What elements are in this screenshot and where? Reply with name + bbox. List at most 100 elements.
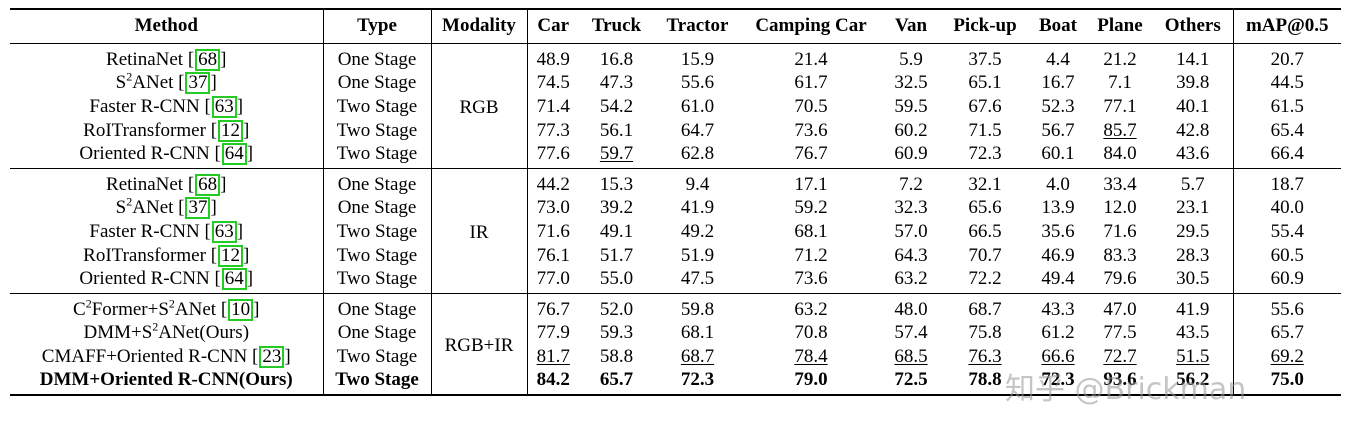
value-cell: 84.2 — [527, 369, 579, 395]
citation-link[interactable]: 68 — [195, 173, 221, 196]
method-cell: RoITransformer [12] — [10, 118, 324, 143]
value-cell: 70.8 — [741, 321, 881, 345]
value-text: 39.2 — [599, 196, 634, 218]
value-text: 49.4 — [1041, 267, 1075, 289]
value-cell: 46.9 — [1029, 244, 1087, 268]
value-text: 16.8 — [599, 48, 634, 70]
value-cell: 55.6 — [1233, 293, 1341, 321]
value-text: 76.7 — [536, 298, 570, 320]
method-name: RetinaNet — [106, 173, 184, 195]
value-text: 76.3 — [968, 345, 1002, 367]
method-cell: DMM+S2ANet(Ours) — [10, 320, 324, 345]
value-text: 61.0 — [680, 95, 715, 117]
value-text: 71.6 — [536, 220, 570, 242]
value-cell: 59.2 — [741, 196, 881, 220]
value-cell: 15.3 — [579, 168, 654, 196]
method-cell: Oriented R-CNN [64] — [10, 267, 324, 293]
value-text: 61.2 — [1041, 321, 1075, 343]
value-cell: 85.7 — [1087, 119, 1153, 143]
header-map-0-5: mAP@0.5 — [1233, 8, 1341, 44]
value-cell: 48.0 — [881, 293, 941, 321]
citation-link[interactable]: 23 — [259, 345, 285, 368]
value-text: 77.1 — [1103, 95, 1137, 117]
type-cell: One Stage — [323, 293, 432, 321]
table-row: DMM+S2ANet(Ours) One Stage 77.9 59.3 68.1 70.… — [10, 320, 1341, 345]
value-cell: 16.8 — [579, 43, 654, 71]
value-cell: 39.2 — [579, 196, 654, 220]
value-cell: 48.9 — [527, 43, 579, 71]
value-text: 20.7 — [1270, 48, 1304, 70]
value-cell: 21.2 — [1087, 43, 1153, 71]
value-cell: 4.0 — [1029, 168, 1087, 196]
method-name-suffix: Former+S — [91, 298, 169, 320]
value-text: 47.5 — [680, 267, 715, 289]
value-text: 35.6 — [1041, 220, 1075, 242]
value-text: 72.5 — [894, 368, 928, 390]
value-text: 75.0 — [1270, 368, 1304, 390]
citation-link[interactable]: 64 — [221, 267, 247, 290]
value-text: 55.4 — [1270, 220, 1304, 242]
header-pick-up: Pick-up — [941, 8, 1029, 44]
citation-link[interactable]: 37 — [185, 196, 211, 219]
value-cell: 23.1 — [1153, 195, 1234, 220]
header-camping-car: Camping Car — [741, 8, 881, 44]
type-cell: Two Stage — [323, 368, 432, 395]
value-cell: 52.0 — [579, 293, 654, 321]
value-cell: 49.1 — [579, 220, 654, 244]
value-text: 51.7 — [599, 244, 634, 266]
modality-cell: IR — [431, 168, 528, 293]
header-tractor: Tractor — [654, 8, 741, 44]
citation-link[interactable]: 12 — [218, 119, 244, 142]
value-cell: 7.2 — [881, 168, 941, 196]
value-text: 59.7 — [599, 142, 634, 164]
value-text: 69.2 — [1270, 345, 1304, 367]
value-text: 63.2 — [894, 267, 928, 289]
value-cell: 51.7 — [579, 244, 654, 268]
value-cell: 61.7 — [741, 71, 881, 95]
value-text: 42.8 — [1176, 119, 1210, 141]
value-cell: 44.2 — [527, 168, 579, 196]
citation-link[interactable]: 63 — [211, 95, 237, 118]
header-method: Method — [10, 8, 324, 44]
value-cell: 49.2 — [654, 220, 741, 244]
method-name: C — [73, 298, 86, 320]
value-cell: 21.4 — [741, 43, 881, 71]
value-cell: 65.7 — [1233, 321, 1341, 345]
citation-link[interactable]: 64 — [221, 142, 247, 165]
value-text: 76.1 — [536, 244, 570, 266]
value-text: 71.5 — [968, 119, 1002, 141]
value-cell: 79.6 — [1087, 268, 1153, 294]
citation-link[interactable]: 63 — [211, 220, 237, 243]
citation-link[interactable]: 37 — [185, 71, 211, 94]
value-cell: 58.8 — [579, 345, 654, 369]
value-text: 68.1 — [680, 321, 715, 343]
value-text: 56.1 — [599, 119, 634, 141]
citation-link[interactable]: 68 — [195, 48, 221, 71]
method-cell: CMAFF+Oriented R-CNN [23] — [10, 344, 324, 369]
value-text: 21.4 — [794, 48, 828, 70]
value-cell: 68.7 — [654, 345, 741, 369]
citation-link[interactable]: 12 — [218, 244, 244, 267]
value-cell: 71.6 — [527, 220, 579, 244]
method-name-suffix: ANet — [132, 71, 174, 93]
method-name: S — [115, 71, 127, 93]
value-cell: 61.0 — [654, 95, 741, 119]
value-text: 65.7 — [1270, 321, 1304, 343]
value-cell: 63.2 — [881, 268, 941, 294]
value-cell: 64.7 — [654, 119, 741, 143]
value-text: 49.1 — [599, 220, 634, 242]
value-text: 41.9 — [680, 196, 715, 218]
value-text: 58.8 — [599, 345, 634, 367]
value-text: 32.5 — [894, 71, 928, 93]
value-text: 7.1 — [1108, 71, 1132, 93]
value-cell: 71.4 — [527, 95, 579, 119]
citation-link[interactable]: 10 — [228, 298, 254, 321]
value-text: 70.5 — [794, 95, 828, 117]
type-cell: Two Stage — [323, 344, 432, 369]
header-boat: Boat — [1029, 8, 1087, 44]
value-text: 79.6 — [1103, 267, 1137, 289]
value-cell: 76.1 — [527, 244, 579, 268]
method-name: Oriented R-CNN — [79, 142, 210, 164]
value-cell: 69.2 — [1233, 345, 1341, 369]
value-cell: 59.3 — [579, 321, 654, 345]
